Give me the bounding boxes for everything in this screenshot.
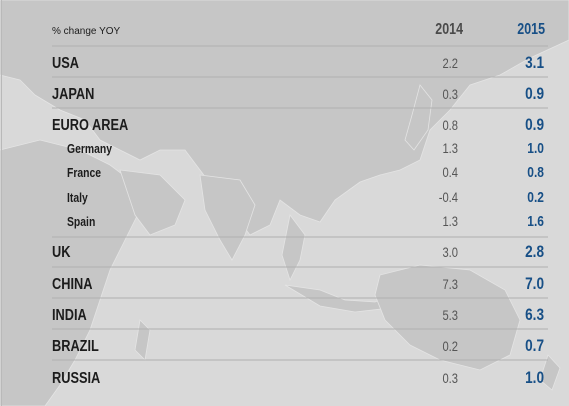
header-label: % change YOY	[52, 26, 121, 37]
value-2015: 1.0	[525, 369, 544, 388]
value-2014: 7.3	[442, 277, 458, 292]
row-label: Italy	[67, 191, 88, 205]
row-label: BRAZIL	[52, 338, 99, 356]
header-2014: 2014	[435, 21, 463, 39]
row-label: USA	[52, 55, 79, 73]
value-2014: 1.3	[442, 141, 458, 156]
row-label: RUSSIA	[52, 370, 101, 388]
value-2014: 1.3	[442, 214, 458, 229]
row-label: INDIA	[52, 307, 87, 325]
value-2014: 5.3	[442, 308, 458, 323]
value-2015: 0.8	[527, 164, 544, 181]
value-2014: 0.2	[442, 339, 458, 354]
value-2015: 0.9	[525, 116, 544, 135]
value-2015: 2.8	[525, 243, 544, 262]
row-label: France	[67, 166, 101, 180]
value-2015: 3.1	[525, 54, 544, 73]
left-edge-line	[1, 0, 2, 406]
row-label: JAPAN	[52, 86, 94, 104]
value-2014: -0.4	[439, 190, 458, 205]
row-label: CHINA	[52, 276, 93, 294]
value-2015: 1.0	[527, 140, 544, 157]
row-label: EURO AREA	[52, 117, 129, 135]
value-2014: 3.0	[442, 245, 458, 260]
value-2014: 0.3	[442, 371, 458, 386]
value-2014: 0.4	[442, 165, 458, 180]
value-2014: 0.8	[442, 118, 458, 133]
value-2015: 6.3	[525, 306, 544, 325]
value-2015: 0.7	[525, 337, 544, 356]
row-label: Spain	[67, 215, 95, 229]
value-2014: 2.2	[442, 56, 458, 71]
value-2015: 1.6	[527, 213, 544, 230]
row-label: UK	[52, 244, 71, 262]
value-2015: 0.2	[527, 189, 544, 206]
value-2014: 0.3	[442, 87, 458, 102]
row-label: Germany	[67, 142, 112, 156]
value-2015: 0.9	[525, 85, 544, 104]
header-2015: 2015	[517, 21, 545, 39]
value-2015: 7.0	[525, 275, 544, 294]
